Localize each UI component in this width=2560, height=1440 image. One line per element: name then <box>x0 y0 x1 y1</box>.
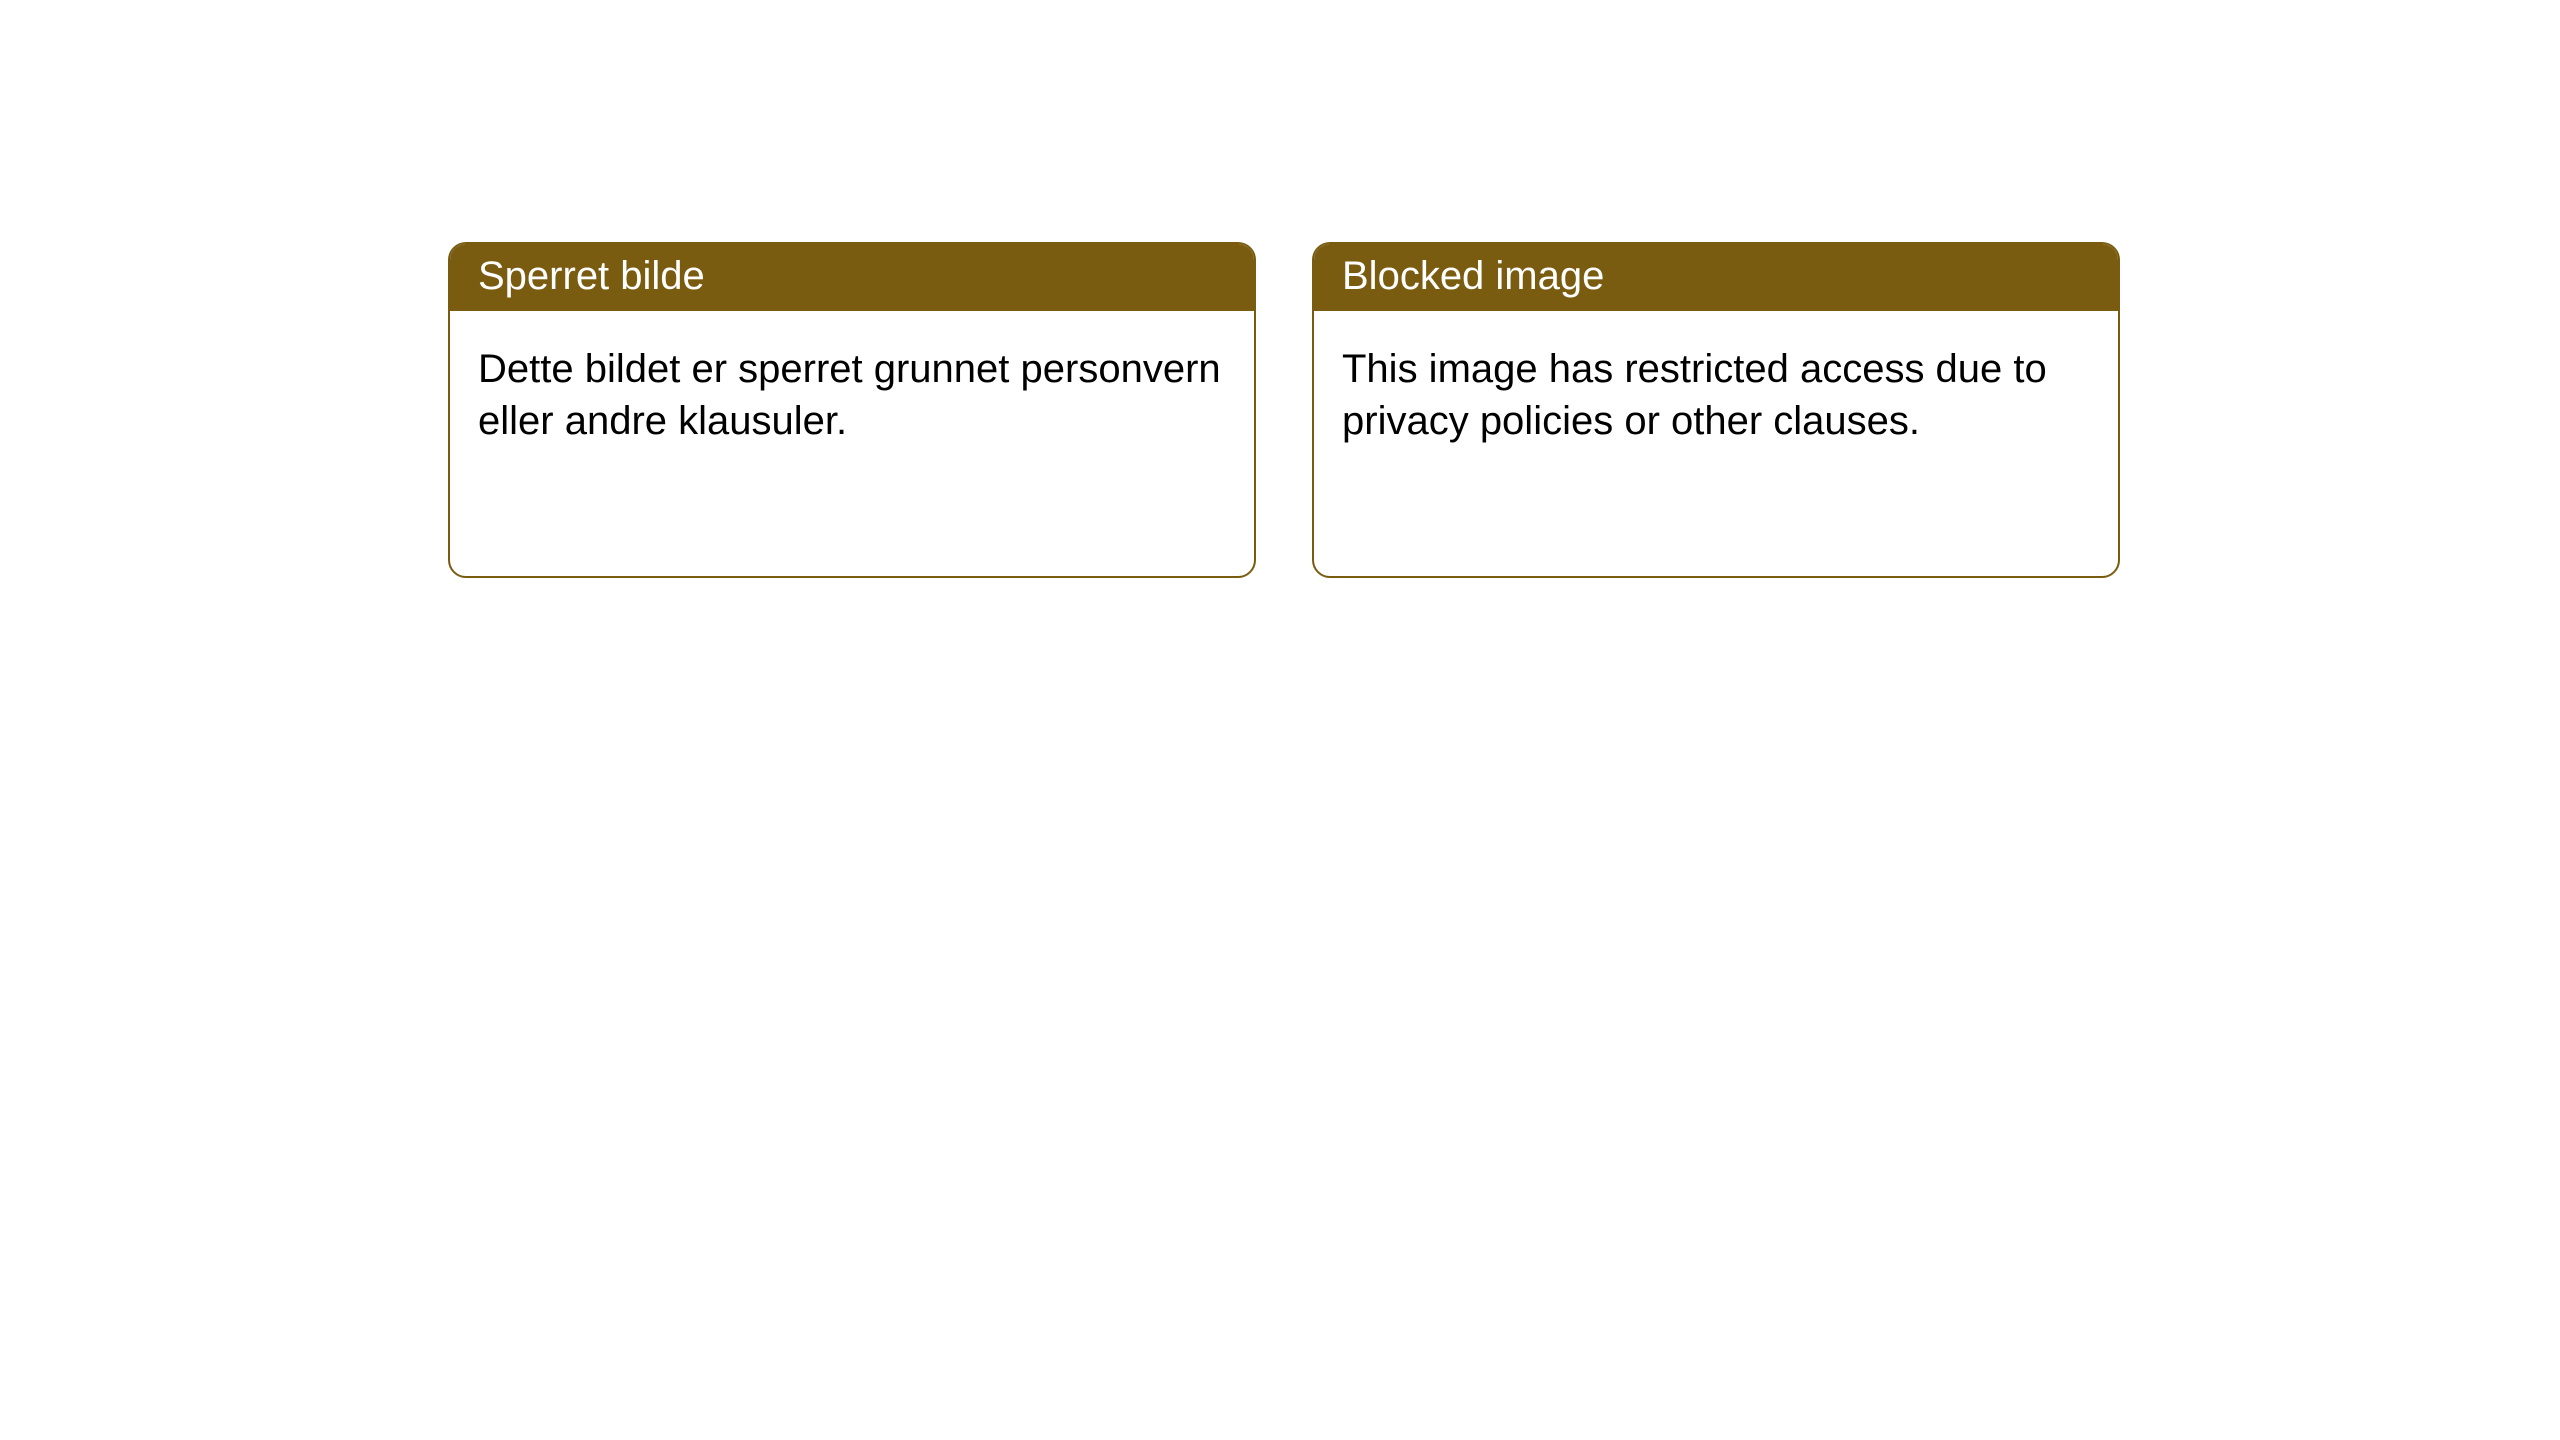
card-title: Sperret bilde <box>478 254 705 298</box>
card-body: Dette bildet er sperret grunnet personve… <box>450 311 1254 479</box>
card-body: This image has restricted access due to … <box>1314 311 2118 479</box>
notice-container: Sperret bilde Dette bildet er sperret gr… <box>0 0 2560 578</box>
card-title: Blocked image <box>1342 254 1604 298</box>
notice-card-english: Blocked image This image has restricted … <box>1312 242 2120 578</box>
card-body-text: Dette bildet er sperret grunnet personve… <box>478 347 1221 443</box>
card-header: Blocked image <box>1314 244 2118 311</box>
card-body-text: This image has restricted access due to … <box>1342 347 2047 443</box>
notice-card-norwegian: Sperret bilde Dette bildet er sperret gr… <box>448 242 1256 578</box>
card-header: Sperret bilde <box>450 244 1254 311</box>
